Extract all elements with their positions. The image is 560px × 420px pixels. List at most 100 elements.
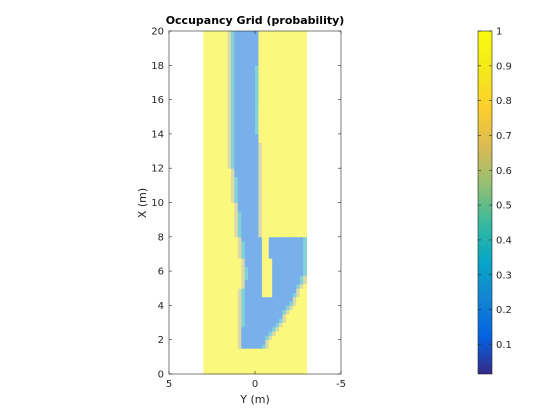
heatmap-cell	[265, 369, 270, 375]
heatmap-cell	[296, 343, 301, 349]
heatmap-cell	[206, 91, 211, 96]
heatmap-cell	[255, 103, 259, 109]
heatmap-cell	[265, 365, 270, 371]
heatmap-cell	[299, 112, 304, 118]
heatmap-cell	[296, 86, 301, 92]
heatmap-cell	[203, 95, 208, 100]
heatmap-cell	[265, 168, 270, 173]
heatmap-cell	[220, 193, 225, 199]
heatmap-cell	[261, 138, 266, 143]
heatmap-cell	[292, 313, 297, 319]
heatmap-cell	[289, 326, 294, 332]
heatmap-cell	[303, 129, 307, 135]
heatmap-cell	[203, 296, 208, 302]
heatmap-cell	[227, 258, 232, 263]
heatmap-cell	[241, 176, 246, 182]
heatmap-cell	[210, 283, 215, 289]
heatmap-cell	[268, 228, 273, 233]
heatmap-cell	[244, 219, 249, 225]
heatmap-cell	[255, 181, 259, 186]
heatmap-cell	[217, 211, 221, 216]
heatmap-cell	[289, 48, 294, 53]
heatmap-cell	[237, 232, 242, 238]
heatmap-cell	[237, 159, 242, 165]
heatmap-cell	[265, 91, 270, 96]
heatmap-cell	[265, 129, 270, 135]
heatmap-cell	[251, 245, 256, 251]
heatmap-cell	[227, 69, 232, 75]
heatmap-cell	[224, 352, 228, 358]
heatmap-cell	[289, 275, 294, 281]
heatmap-cell	[251, 369, 256, 375]
heatmap-cell	[285, 168, 290, 173]
heatmap-cell	[217, 262, 221, 268]
heatmap-cell	[227, 313, 232, 319]
heatmap-cell	[220, 121, 225, 126]
heatmap-cell	[230, 253, 235, 259]
heatmap-cell	[279, 69, 283, 75]
heatmap-cell	[203, 78, 208, 83]
heatmap-cell	[234, 236, 239, 242]
heatmap-cell	[251, 301, 256, 306]
heatmap-cell	[203, 335, 208, 341]
heatmap-cell	[303, 223, 307, 229]
heatmap-cell	[279, 228, 283, 233]
colorbar-tick-label: 0.7	[496, 131, 512, 142]
heatmap-cell	[248, 271, 252, 276]
heatmap-cell	[255, 202, 259, 208]
heatmap-cell	[303, 35, 307, 40]
heatmap-cell	[227, 202, 232, 208]
heatmap-cell	[289, 309, 294, 315]
heatmap-cell	[289, 116, 294, 122]
heatmap-cell	[275, 78, 280, 83]
heatmap-cell	[299, 86, 304, 92]
heatmap-cell	[285, 73, 290, 79]
heatmap-cell	[227, 189, 232, 195]
heatmap-cell	[285, 365, 290, 371]
heatmap-cell	[275, 52, 280, 58]
heatmap-cell	[275, 61, 280, 66]
heatmap-cell	[230, 168, 235, 173]
heatmap-cell	[289, 52, 294, 58]
heatmap-cell	[217, 121, 221, 126]
heatmap-cell	[258, 103, 263, 109]
heatmap-cell	[282, 198, 287, 203]
heatmap-cell	[220, 39, 225, 45]
heatmap-cell	[303, 275, 307, 281]
heatmap-cell	[210, 133, 215, 139]
heatmap-cell	[206, 241, 211, 246]
heatmap-cell	[268, 361, 273, 366]
heatmap-cell	[244, 86, 249, 92]
heatmap-cell	[282, 133, 287, 139]
heatmap-cell	[299, 326, 304, 332]
heatmap-cell	[220, 138, 225, 143]
heatmap-cell	[282, 236, 287, 242]
heatmap-cell	[299, 309, 304, 315]
heatmap-cell	[224, 31, 228, 36]
heatmap-cell	[210, 309, 215, 315]
heatmap-cell	[241, 69, 246, 75]
heatmap-cell	[275, 31, 280, 36]
heatmap-cell	[282, 309, 287, 315]
heatmap-cell	[265, 241, 270, 246]
heatmap-cell	[213, 61, 218, 66]
heatmap-cell	[261, 181, 266, 186]
heatmap-cell	[230, 151, 235, 156]
heatmap-cell	[299, 339, 304, 345]
heatmap-cell	[296, 65, 301, 70]
heatmap-cell	[275, 86, 280, 92]
heatmap-cell	[289, 65, 294, 70]
heatmap-cell	[265, 112, 270, 118]
heatmap-cell	[296, 129, 301, 135]
heatmap-cell	[210, 116, 215, 122]
heatmap-cell	[224, 245, 228, 251]
heatmap-cell	[265, 95, 270, 100]
heatmap-cell	[230, 271, 235, 276]
heatmap-cell	[258, 249, 263, 255]
heatmap-cell	[234, 292, 239, 298]
heatmap-cell	[255, 211, 259, 216]
heatmap-cell	[248, 73, 252, 79]
heatmap-cell	[220, 249, 225, 255]
heatmap-cell	[272, 65, 277, 70]
